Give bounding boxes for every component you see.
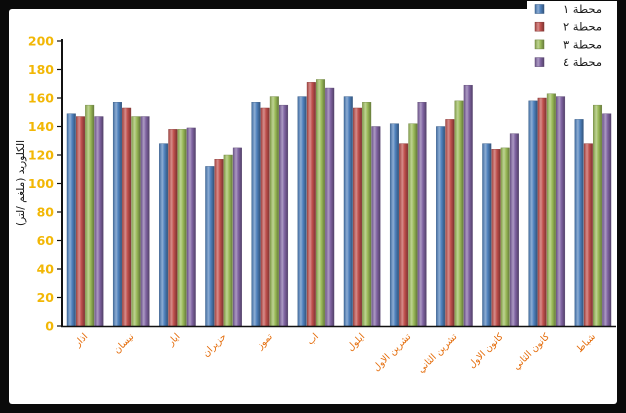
legend-swatch-3 [534,39,545,50]
bar-series-1-cat-11 [528,100,538,327]
bar-series-1-cat-12 [574,119,584,327]
bar-series-2-cat-3 [168,129,178,327]
bar-series-2-cat-9 [445,119,455,327]
bar-series-4-cat-2 [140,116,150,327]
bar-series-2-cat-1 [75,116,85,327]
bar-series-4-cat-11 [556,96,566,327]
bar-series-4-cat-1 [94,116,104,327]
y-tick-label: 120 [28,148,54,163]
bar-series-2-cat-2 [122,107,132,327]
bar-series-3-cat-10 [500,147,510,327]
bar-series-4-cat-6 [325,87,335,327]
legend-label-2: محطة ٢ [563,20,602,34]
bar-series-4-cat-4 [232,147,242,327]
y-tick-label: 60 [37,233,55,248]
bar-series-1-cat-1 [66,113,76,327]
legend-swatch-2 [534,21,545,32]
y-tick-label: 40 [37,262,55,277]
bar-series-4-cat-7 [371,126,381,327]
y-tick-label: 20 [37,290,55,305]
y-tick-label: 160 [28,91,54,106]
legend: محطة ١ محطة ٢ محطة ٣ محطة ٤ [527,1,617,73]
bar-series-3-cat-8 [408,123,418,327]
y-tick-label: 0 [45,319,54,334]
bar-series-2-cat-4 [214,159,224,327]
bar-series-3-cat-9 [454,100,464,327]
bar-series-3-cat-3 [177,129,187,327]
bar-series-3-cat-6 [316,79,326,327]
bar-series-3-cat-2 [131,116,141,327]
legend-label-3: محطة ٣ [563,37,602,51]
bar-series-2-cat-6 [306,82,316,327]
y-tick-label: 80 [37,205,55,220]
bar-series-3-cat-5 [269,96,279,327]
legend-label-4: محطة ٤ [563,55,602,69]
bar-series-2-cat-5 [260,107,270,327]
bar-series-4-cat-12 [602,113,612,327]
bar-series-4-cat-8 [417,102,427,327]
bar-series-3-cat-11 [546,93,556,327]
bar-series-1-cat-2 [112,102,122,327]
bar-series-2-cat-12 [583,143,593,327]
bar-series-3-cat-1 [85,104,95,327]
y-tick-label: 140 [28,119,54,134]
legend-label-1: محطة ١ [563,2,602,16]
bar-series-4-cat-10 [509,133,519,327]
y-tick-label: 200 [28,34,54,49]
y-tick-label: 100 [28,176,54,191]
bar-series-1-cat-8 [389,123,399,327]
bar-series-2-cat-11 [537,97,547,327]
bar-series-3-cat-12 [593,104,603,327]
y-axis-title: الكلوريد (ملغم /لتر) [15,140,27,226]
bar-series-1-cat-10 [482,143,492,327]
bar-series-4-cat-5 [279,104,289,327]
bar-series-2-cat-10 [491,149,501,327]
bars [66,79,612,327]
y-tick-label: 180 [28,62,54,77]
legend-swatch-4 [534,57,545,67]
bar-series-1-cat-3 [159,143,169,327]
bar-series-1-cat-5 [251,102,261,327]
legend-swatch-1 [534,4,545,14]
bar-series-3-cat-4 [223,154,233,327]
bar-series-2-cat-7 [352,107,362,327]
bar-series-3-cat-7 [362,102,372,327]
bar-series-1-cat-9 [436,126,446,327]
bar-series-4-cat-9 [463,84,473,327]
bar-series-1-cat-4 [205,166,215,327]
bar-series-4-cat-3 [186,127,196,327]
bar-series-2-cat-8 [399,143,409,327]
bar-series-1-cat-6 [297,96,307,327]
bar-series-1-cat-7 [343,96,353,327]
